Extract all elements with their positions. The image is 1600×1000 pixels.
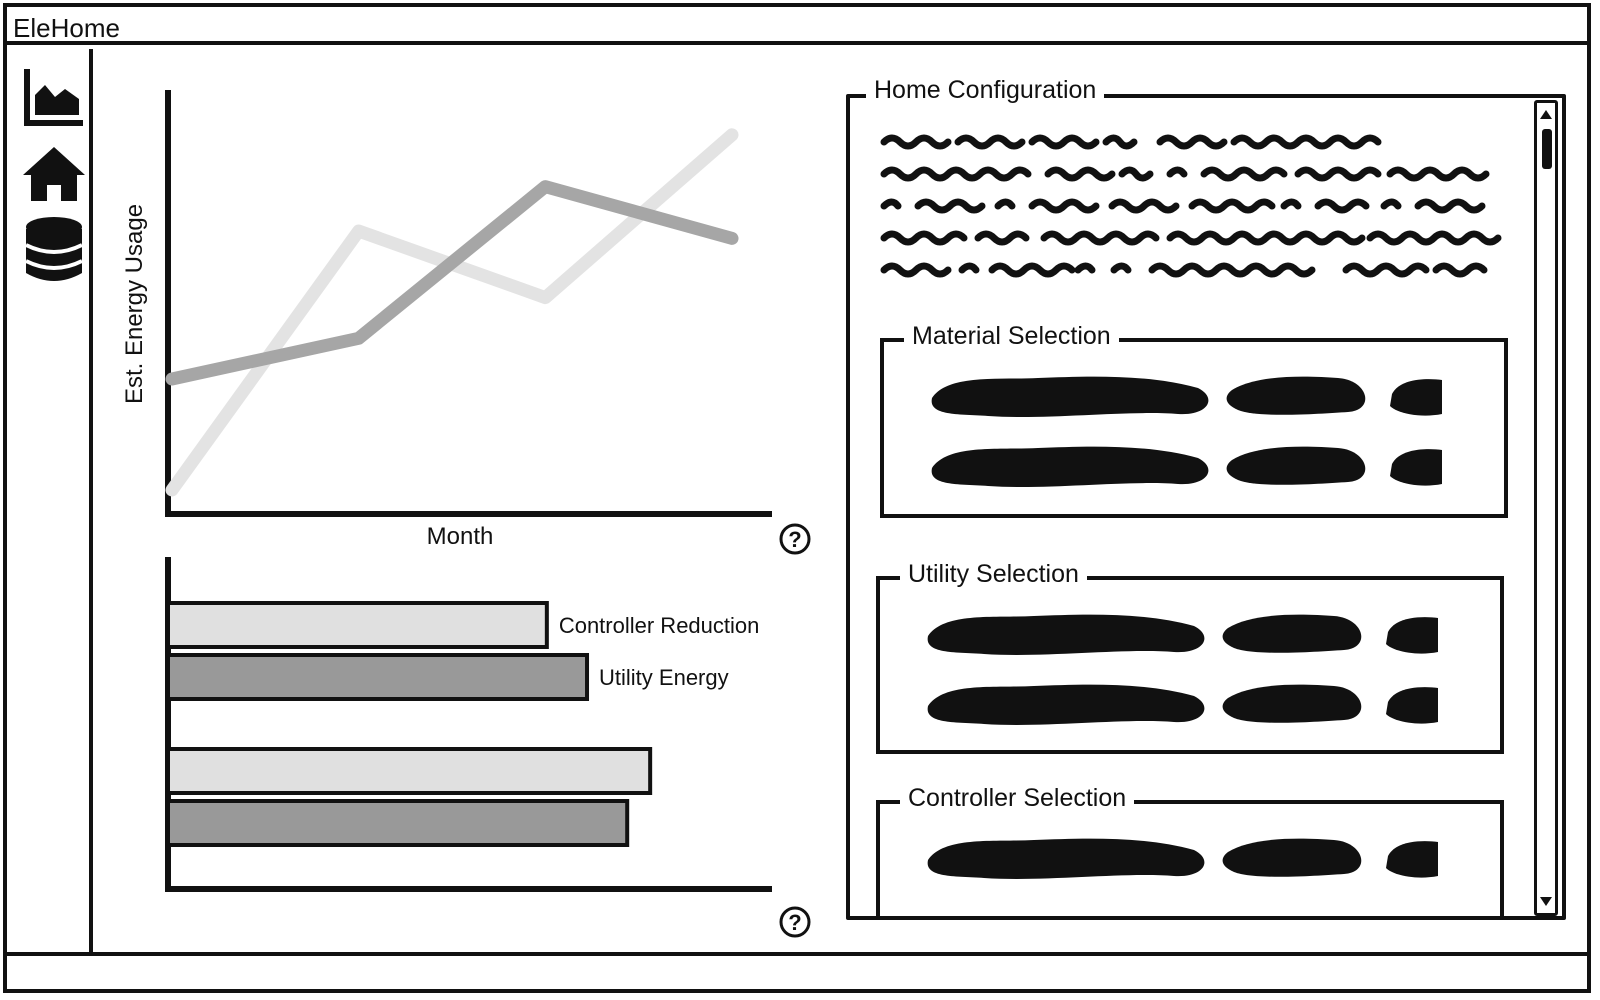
- bar-label: Utility Energy: [599, 665, 729, 690]
- panel-title: Home Configuration: [866, 76, 1105, 105]
- status-bar: [7, 952, 1587, 956]
- material-options[interactable]: [928, 370, 1448, 490]
- bar-controller-reduction: [166, 601, 549, 649]
- scroll-down-arrow-icon[interactable]: [1537, 893, 1555, 911]
- y-axis-label: Est. Energy Usage: [121, 204, 148, 404]
- help-icon[interactable]: ?: [778, 522, 812, 556]
- help-icon[interactable]: ?: [778, 905, 812, 939]
- line-point: [356, 336, 361, 341]
- line-point: [730, 132, 734, 137]
- line-point: [730, 236, 734, 241]
- line-point: [543, 184, 548, 189]
- panel-content: Material Selection Utility Selection: [850, 98, 1540, 916]
- line-point: [170, 488, 174, 492]
- material-selection-title: Material Selection: [904, 322, 1119, 351]
- line-series-2: [165, 180, 739, 386]
- home-configuration-panel: Material Selection Utility Selection: [846, 76, 1566, 920]
- svg-text:?: ?: [788, 910, 801, 935]
- controller-selection-title: Controller Selection: [900, 784, 1135, 813]
- controller-selection-group: Controller Selection: [876, 784, 1504, 916]
- scrollbar-thumb[interactable]: [1542, 129, 1552, 169]
- line-point: [356, 229, 361, 233]
- controller-options[interactable]: [924, 832, 1444, 892]
- svg-text:?: ?: [788, 527, 801, 552]
- bar-label: Controller Reduction: [559, 613, 760, 638]
- line-point: [543, 295, 548, 300]
- utility-options[interactable]: [924, 608, 1444, 728]
- app-window: [3, 3, 1591, 993]
- bar-utility-energy: [166, 653, 590, 701]
- line-point: [170, 377, 174, 381]
- bar-utility-energy: [166, 799, 630, 847]
- utility-selection-title: Utility Selection: [900, 560, 1087, 589]
- scroll-up-arrow-icon[interactable]: [1537, 105, 1555, 123]
- app-title: EleHome: [13, 13, 120, 43]
- home-icon[interactable]: [21, 141, 87, 207]
- database-icon[interactable]: [21, 215, 87, 281]
- material-selection-group: Material Selection: [880, 322, 1508, 518]
- bar-controller-reduction: [166, 747, 653, 795]
- area-chart-icon[interactable]: [21, 65, 87, 131]
- panel-scrollbar[interactable]: [1534, 100, 1558, 916]
- title-bar: EleHome: [7, 7, 1587, 45]
- energy-reduction-bar-chart: Controller Reduction Utility Energy ?: [110, 555, 830, 938]
- energy-usage-line-chart: Month Est. Energy Usage ?: [110, 80, 830, 555]
- sidebar: [7, 49, 93, 952]
- x-axis-label: Month: [427, 523, 494, 550]
- description-text: [880, 134, 1502, 278]
- line-series-1: [165, 128, 739, 497]
- utility-selection-group: Utility Selection: [876, 560, 1504, 754]
